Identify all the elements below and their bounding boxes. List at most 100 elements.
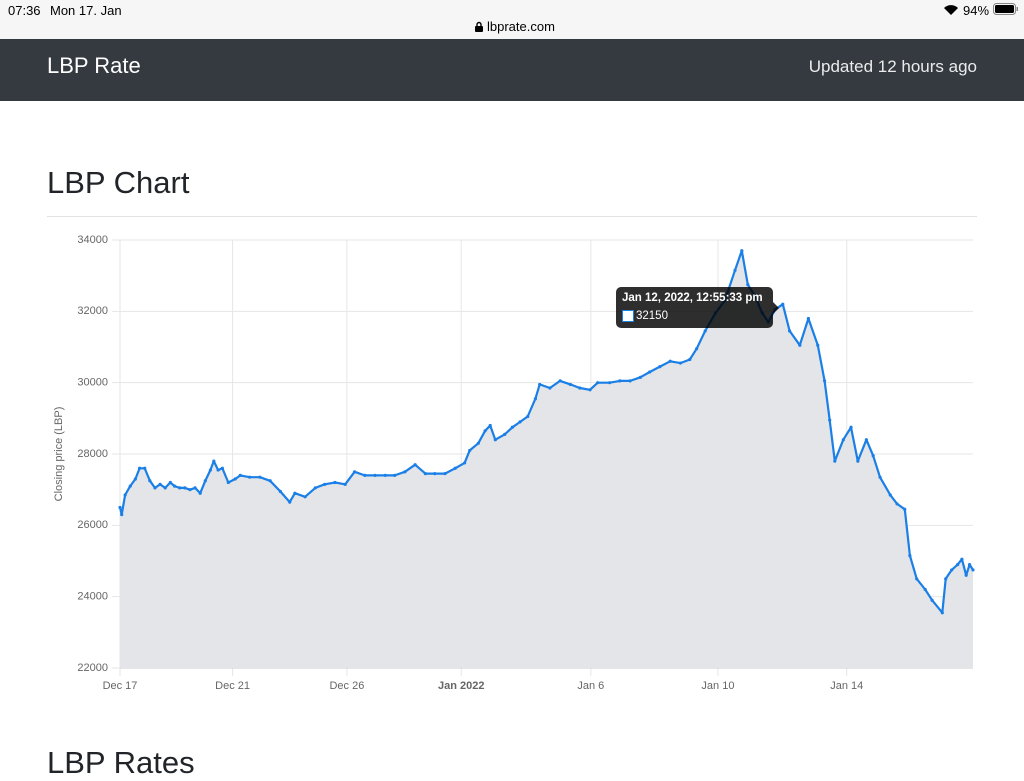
point	[203, 479, 207, 483]
point	[746, 282, 750, 287]
point	[118, 505, 122, 510]
brand[interactable]: LBP Rate	[47, 53, 141, 78]
point	[950, 568, 954, 572]
point	[238, 473, 242, 477]
point	[503, 432, 507, 436]
point	[618, 379, 622, 383]
navbar: LBP Rate Updated 12 hours ago	[0, 39, 1024, 101]
tooltip: Jan 12, 2022, 12:55:33 pm 32150	[616, 287, 779, 328]
point	[278, 489, 282, 494]
point	[548, 386, 552, 390]
point	[944, 577, 948, 581]
chart: 22000 24000 26000 28000 30000 32000 34000 Dec 1…	[53, 234, 975, 692]
point	[216, 468, 220, 472]
point	[168, 480, 172, 485]
point	[208, 468, 213, 472]
point	[483, 429, 487, 433]
point	[638, 375, 642, 379]
point	[588, 388, 592, 392]
point	[878, 475, 882, 479]
point	[188, 488, 192, 492]
x-tick-label: Jan 14	[830, 680, 863, 692]
x-tick-label: Dec 26	[329, 680, 364, 692]
point	[303, 495, 307, 499]
point	[538, 382, 542, 387]
point	[518, 420, 522, 424]
x-tick-label: Jan 6	[577, 680, 604, 692]
point	[148, 479, 152, 483]
point	[258, 475, 262, 479]
point	[476, 441, 480, 445]
point	[423, 472, 427, 476]
point	[153, 486, 157, 490]
point	[608, 381, 612, 385]
point	[212, 459, 216, 463]
wifi-icon	[944, 5, 958, 15]
point	[733, 268, 737, 272]
point	[864, 438, 868, 442]
point	[833, 459, 837, 463]
point	[183, 486, 187, 490]
x-tick-label: Jan 2022	[438, 680, 484, 692]
x-tick-label: Dec 17	[103, 680, 138, 692]
point	[960, 557, 964, 561]
point	[443, 472, 447, 476]
point	[740, 249, 744, 253]
battery-level: 94%	[963, 3, 990, 18]
point	[822, 379, 827, 383]
point	[895, 502, 899, 506]
point	[463, 461, 467, 465]
point	[841, 438, 845, 442]
point	[143, 466, 147, 470]
point	[453, 466, 457, 470]
area	[120, 250, 973, 668]
point	[352, 470, 357, 474]
point	[628, 379, 632, 383]
point	[323, 482, 327, 486]
point	[788, 329, 792, 333]
time: 07:36	[8, 3, 41, 18]
point	[268, 479, 272, 483]
point	[781, 302, 785, 306]
updated-text: Updated 12 hours ago	[808, 57, 977, 76]
point	[971, 568, 975, 572]
point	[333, 480, 337, 485]
section-heading: LBP Rates	[47, 745, 195, 780]
y-tick-label: 24000	[77, 591, 108, 603]
point	[526, 414, 530, 419]
tooltip-swatch	[622, 310, 634, 322]
divider	[47, 216, 977, 217]
point	[940, 611, 944, 615]
point	[678, 361, 683, 365]
point	[856, 459, 860, 463]
point	[923, 587, 927, 592]
point	[903, 507, 907, 511]
point	[248, 475, 252, 479]
status-bar: 07:36 Mon 17. Jan lbprate.com 94%	[0, 0, 1024, 39]
tooltip-value: 32150	[636, 310, 668, 322]
url[interactable]: lbprate.com	[487, 19, 555, 34]
point	[695, 347, 699, 351]
y-tick-label: 28000	[77, 448, 108, 460]
point	[293, 491, 297, 495]
point	[120, 513, 124, 517]
point	[413, 463, 417, 467]
point	[849, 425, 853, 429]
point	[828, 418, 832, 422]
y-tick-label: 34000	[77, 234, 108, 246]
lock-icon	[475, 21, 483, 32]
point	[138, 466, 142, 470]
point	[383, 473, 387, 477]
point	[158, 482, 162, 486]
point	[193, 486, 197, 490]
point	[403, 470, 407, 474]
point	[220, 466, 224, 470]
point	[688, 357, 692, 362]
point	[178, 486, 182, 490]
y-tick-label: 22000	[77, 662, 108, 674]
point	[468, 448, 472, 453]
point	[510, 425, 514, 429]
point	[558, 379, 562, 383]
point	[956, 562, 960, 567]
point	[433, 472, 437, 476]
